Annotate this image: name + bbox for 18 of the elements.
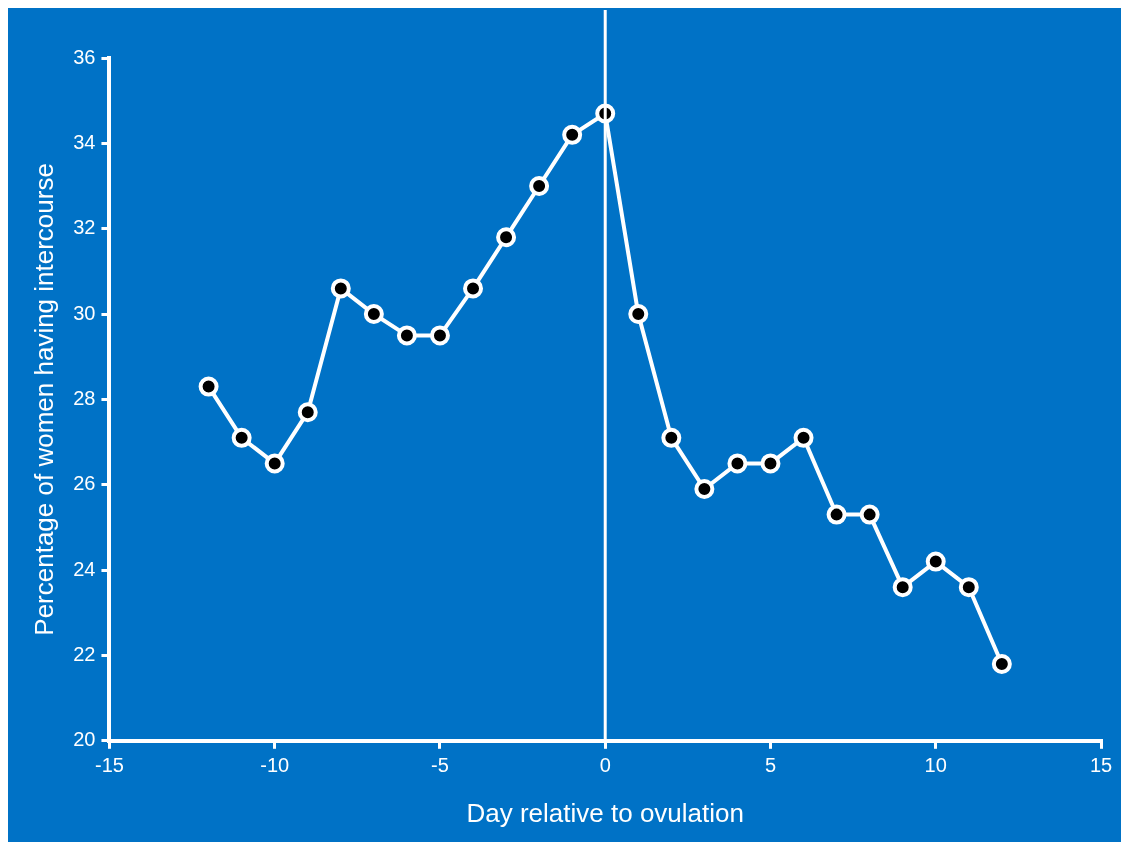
x-axis-title: Day relative to ovulation — [466, 797, 744, 828]
y-tick-label: 28 — [73, 386, 96, 409]
x-tick-label: 15 — [1089, 754, 1113, 777]
y-axis-title: Percentage of women having intercourse — [28, 163, 59, 636]
y-tick-label: 36 — [73, 45, 96, 68]
x-tick-label: -5 — [431, 754, 449, 777]
x-tick-label: -10 — [260, 754, 290, 777]
x-tick-label: 0 — [599, 754, 611, 777]
y-tick-label: 22 — [73, 642, 96, 665]
x-tick-label: 5 — [764, 754, 777, 777]
x-tick-label: 10 — [924, 754, 947, 777]
x-tick-label: -15 — [94, 754, 124, 777]
y-tick-label: 24 — [73, 557, 96, 580]
y-tick-label: 26 — [73, 472, 96, 495]
y-tick-label: 34 — [73, 130, 96, 153]
y-tick-label: 30 — [73, 301, 96, 324]
y-tick-label: 20 — [73, 728, 96, 751]
y-tick-label: 32 — [73, 216, 96, 239]
